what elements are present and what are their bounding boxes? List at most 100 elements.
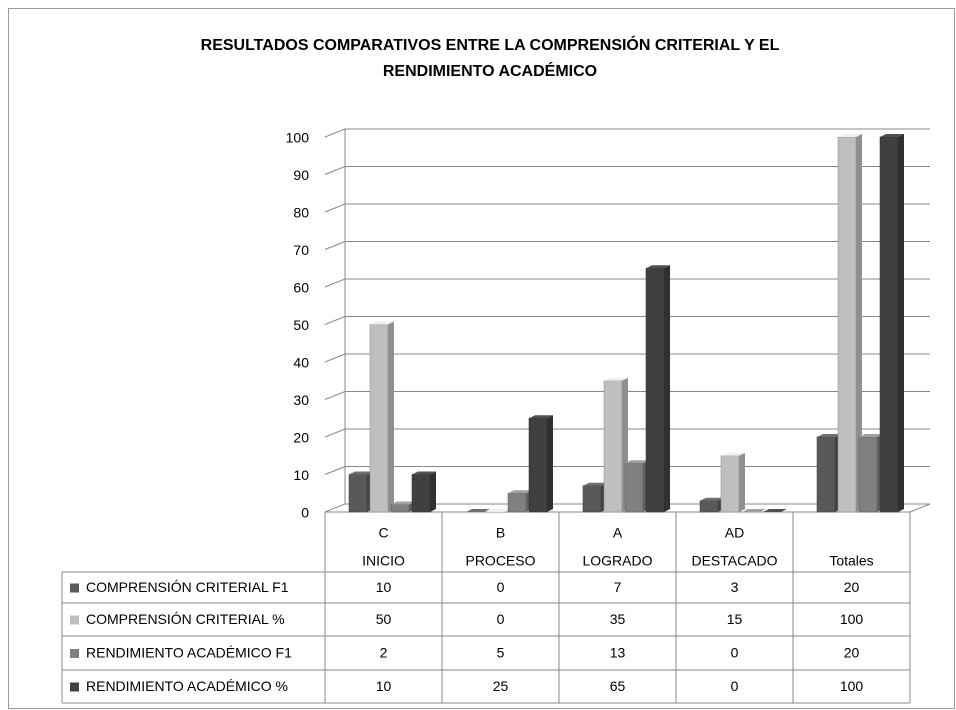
- bar: [582, 485, 602, 513]
- bar: [837, 136, 857, 513]
- x-tick-label: PROCESO: [465, 553, 535, 569]
- bar: [390, 504, 410, 513]
- bar: [858, 436, 878, 513]
- bar-top: [529, 415, 553, 419]
- legend-key: [70, 649, 79, 658]
- bar-top: [700, 497, 724, 501]
- bar-top: [625, 460, 649, 464]
- grid-line: [324, 128, 930, 138]
- bar-top: [487, 509, 511, 512]
- table-cell: 13: [610, 645, 626, 661]
- y-tick-label: 30: [293, 392, 309, 408]
- x-tick-label: AD: [725, 525, 744, 541]
- y-tick-label: 20: [293, 430, 309, 446]
- legend-key: [70, 583, 79, 593]
- legend-label: RENDIMIENTO ACADÉMICO F1: [86, 645, 292, 661]
- x-tick-label: INICIO: [362, 553, 405, 569]
- bar: [507, 493, 527, 513]
- bar-top: [838, 134, 862, 137]
- x-tick-label: LOGRADO: [582, 553, 652, 569]
- table-cell: 0: [497, 611, 505, 627]
- y-tick-label: 10: [293, 467, 309, 483]
- x-tick-label: B: [496, 525, 505, 541]
- y-tick-label: 70: [293, 242, 309, 258]
- bar-top: [370, 321, 394, 325]
- table-cell: 0: [731, 678, 739, 694]
- grid-line: [324, 353, 930, 363]
- x-tick-label: DESTACADO: [691, 553, 777, 569]
- y-tick-label: 60: [293, 280, 309, 296]
- legend-label: RENDIMIENTO ACADÉMICO %: [86, 678, 288, 694]
- bar: [411, 474, 431, 513]
- bar: [369, 324, 389, 513]
- legend-label: COMPRENSIÓN CRITERIAL F1: [86, 579, 289, 595]
- bar-side: [664, 265, 670, 512]
- table-cell: 25: [493, 678, 509, 694]
- legend-label: COMPRENSIÓN CRITERIAL %: [86, 611, 285, 627]
- x-tick-label: C: [378, 525, 388, 541]
- bar-top: [604, 377, 628, 381]
- grid-line: [324, 166, 930, 175]
- table-cell: 10: [376, 579, 392, 595]
- table-cell: 100: [840, 678, 864, 694]
- grid-line: [324, 278, 930, 288]
- y-tick-label: 100: [286, 130, 310, 146]
- bar: [528, 418, 548, 513]
- table-cell: 0: [731, 645, 739, 661]
- table-cell: 35: [610, 611, 626, 627]
- y-tick-label: 50: [293, 317, 309, 333]
- bar-top: [583, 482, 607, 486]
- bar-top: [763, 509, 787, 512]
- bar: [720, 455, 740, 513]
- bar-top: [466, 509, 490, 512]
- legend-key: [70, 682, 79, 692]
- y-tick-label: 80: [293, 205, 309, 221]
- bar-top: [742, 509, 766, 512]
- chart-title: RESULTADOS COMPARATIVOS ENTRE LA COMPREN…: [201, 35, 780, 54]
- y-tick-label: 0: [301, 505, 309, 521]
- table-cell: 100: [840, 611, 864, 627]
- y-tick-label: 90: [293, 167, 309, 183]
- bar-top: [508, 490, 532, 494]
- bar-top: [880, 134, 904, 137]
- table-cell: 3: [731, 579, 739, 595]
- table-cell: 15: [727, 611, 743, 627]
- grid-line: [324, 203, 930, 213]
- table-cell: 10: [376, 678, 392, 694]
- bar-top: [721, 452, 745, 456]
- bar-top: [859, 434, 883, 437]
- y-tick-label: 40: [293, 355, 309, 371]
- bar: [348, 474, 368, 513]
- table-cell: 5: [497, 645, 505, 661]
- bar-top: [349, 471, 373, 475]
- bar-top: [391, 501, 415, 505]
- bar-top: [817, 434, 841, 437]
- bar-side: [547, 415, 553, 512]
- table-cell: 7: [614, 579, 622, 595]
- bar-side: [430, 471, 436, 512]
- grid-line: [324, 428, 930, 438]
- table-cell: 2: [380, 645, 388, 661]
- x-tick-label: Totales: [829, 553, 873, 569]
- bar: [603, 380, 623, 513]
- table-cell: 50: [376, 611, 392, 627]
- bar: [699, 500, 719, 513]
- x-tick-label: A: [613, 525, 623, 541]
- table-cell: 0: [497, 579, 505, 595]
- bar: [645, 268, 665, 513]
- bar-side: [739, 452, 745, 512]
- chart-frame: [8, 8, 955, 709]
- bar-side: [898, 134, 904, 512]
- grid-line: [324, 241, 930, 250]
- table-cell: 65: [610, 678, 626, 694]
- bar: [624, 463, 644, 513]
- bar-top: [412, 471, 436, 475]
- grid-line: [324, 391, 930, 400]
- legend-key: [70, 615, 79, 625]
- bar-top: [646, 265, 670, 269]
- chart-title: RENDIMIENTO ACADÉMICO: [383, 61, 597, 80]
- table-cell: 20: [844, 645, 860, 661]
- bar: [816, 436, 836, 513]
- bar-side: [388, 321, 394, 512]
